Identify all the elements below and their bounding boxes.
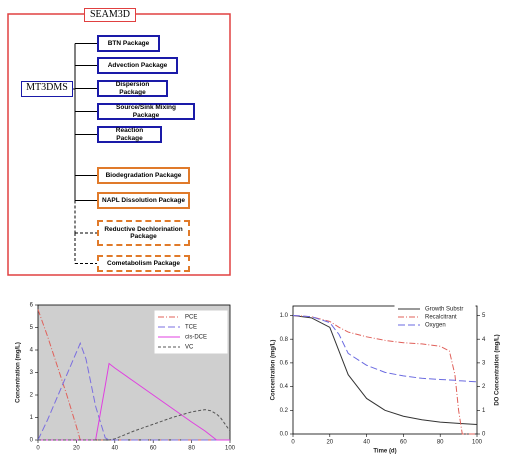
y-tick-label: 3 — [482, 360, 486, 366]
y-tick-label: 5 — [482, 313, 486, 319]
series-line — [37, 341, 230, 441]
y-tick-label: 0.2 — [280, 408, 289, 414]
y-tick-label: 1.0 — [280, 313, 289, 319]
series-line — [292, 314, 477, 435]
x-tick-label: 100 — [225, 446, 236, 452]
legend-label: TCE — [185, 325, 197, 331]
y-axis-label: Concentration (mg/L) — [16, 342, 22, 403]
diagram-title: SEAM3D — [84, 8, 136, 22]
root-node: MT3DMS — [21, 81, 73, 97]
package-node: Biodegradation Package — [97, 167, 190, 184]
legend-label: Growth Substr — [425, 307, 463, 313]
legend-label: PCE — [185, 315, 197, 321]
package-node: Source/Sink Mixing Package — [97, 103, 195, 120]
x-axis-label: Time (d) — [373, 449, 396, 455]
package-node: Cometabolism Package — [97, 255, 190, 272]
legend-label: Recalcitrant — [425, 315, 457, 321]
legend-label: cis-DCE — [185, 335, 207, 341]
package-node: NAPL Dissolution Package — [97, 192, 190, 209]
y-tick-label: 0 — [30, 438, 34, 444]
package-node: Advection Package — [97, 57, 178, 74]
legend-box — [154, 310, 228, 354]
x-tick-label: 40 — [111, 446, 118, 452]
y2-axis-label: DO Concentration (mg/L) — [495, 334, 501, 405]
x-tick-label: 40 — [363, 440, 370, 446]
x-tick-label: 80 — [188, 446, 195, 452]
x-tick-label: 20 — [326, 440, 333, 446]
series-line — [292, 314, 478, 383]
y-tick-label: 2 — [482, 384, 486, 390]
y-tick-label: 0.6 — [280, 360, 289, 366]
legend-box — [394, 302, 476, 332]
y-tick-label: 1 — [30, 415, 34, 421]
y-axis-label: Concentration (mg/L) — [271, 340, 277, 401]
y-tick-label: 3 — [30, 370, 34, 376]
y-tick-label: 4 — [482, 337, 486, 343]
x-tick-label: 60 — [150, 446, 157, 452]
x-tick-label: 0 — [36, 446, 40, 452]
package-node: Reductive Dechlorination Package — [97, 220, 190, 246]
y-tick-label: 5 — [30, 325, 34, 331]
package-node: Dispersion Package — [97, 80, 168, 97]
package-node: BTN Package — [97, 35, 160, 52]
y-tick-label: 0.8 — [280, 337, 289, 343]
y-tick-label: 0.0 — [280, 432, 289, 438]
series-line — [38, 409, 231, 441]
y-tick-label: 0.4 — [280, 384, 289, 390]
legend-label: VC — [185, 345, 194, 351]
series-line — [292, 314, 478, 426]
y-tick-label: 0 — [482, 432, 486, 438]
y-tick-label: 2 — [30, 393, 34, 399]
x-tick-label: 20 — [73, 446, 80, 452]
x-tick-label: 60 — [400, 440, 407, 446]
y-tick-label: 4 — [30, 348, 34, 354]
y-tick-label: 6 — [30, 303, 34, 309]
package-node: Reaction Package — [97, 126, 162, 143]
y-tick-label: 1 — [482, 408, 486, 414]
x-tick-label: 80 — [437, 440, 444, 446]
x-tick-label: 100 — [472, 440, 483, 446]
x-tick-label: 0 — [291, 440, 295, 446]
legend-label: Oxygen — [425, 323, 446, 329]
